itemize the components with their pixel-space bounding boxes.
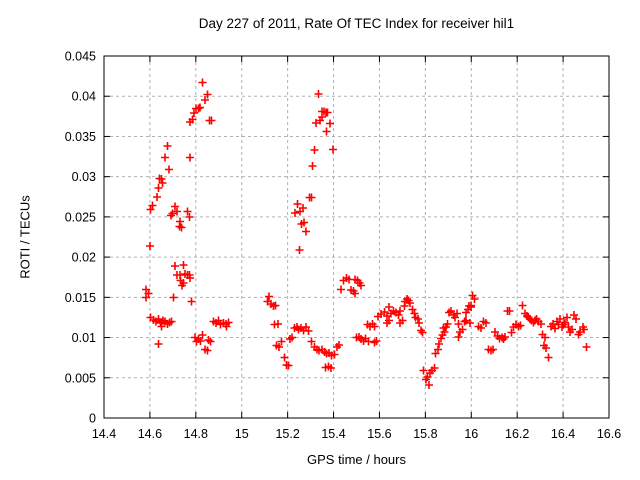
y-tick-label: 0.005 <box>65 371 96 385</box>
y-tick-label: 0.02 <box>72 251 96 265</box>
x-tick-label: 15.6 <box>367 427 391 441</box>
x-tick-label: 14.4 <box>92 427 116 441</box>
plot-frame <box>103 55 610 419</box>
x-tick-label: 16.4 <box>551 427 575 441</box>
x-tick-label: 15 <box>235 427 249 441</box>
y-tick-label: 0.035 <box>65 130 96 144</box>
y-tick-label: 0 <box>89 412 96 426</box>
x-tick-label: 14.6 <box>138 427 162 441</box>
chart-title: Day 227 of 2011, Rate Of TEC Index for r… <box>198 16 515 31</box>
y-tick-label: 0.03 <box>72 170 96 184</box>
x-tick-label: 14.8 <box>184 427 208 441</box>
x-tick-label: 15.8 <box>413 427 437 441</box>
data-points-roti <box>142 78 591 389</box>
x-tick-label: 16.2 <box>505 427 529 441</box>
x-axis-title: GPS time / hours <box>307 452 406 467</box>
x-tick-label: 16 <box>464 427 478 441</box>
x-tick-label: 16.6 <box>597 427 621 441</box>
y-tick-label: 0.045 <box>65 50 96 64</box>
y-tick-label: 0.025 <box>65 210 96 224</box>
y-tick-label: 0.015 <box>65 291 96 305</box>
y-tick-label: 0.04 <box>72 90 96 104</box>
y-tick-label: 0.01 <box>72 331 96 345</box>
x-tick-label: 15.2 <box>275 427 299 441</box>
x-tick-label: 15.4 <box>321 427 345 441</box>
